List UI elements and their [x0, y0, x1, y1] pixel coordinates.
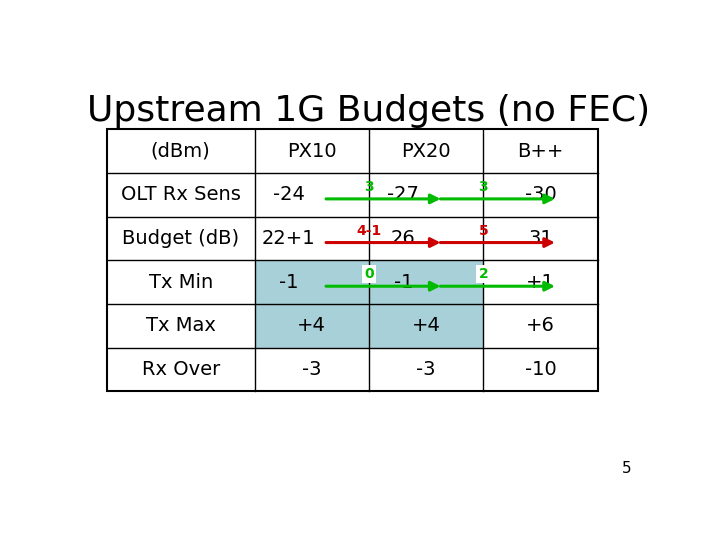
Text: -3: -3 [302, 360, 322, 379]
Text: 2: 2 [479, 267, 488, 281]
Text: -1: -1 [279, 273, 299, 292]
Bar [369, 260, 483, 304]
Text: (dBm): (dBm) [150, 141, 210, 160]
Text: Tx Max: Tx Max [145, 316, 215, 335]
Text: Upstream 1G Budgets (no FEC): Upstream 1G Budgets (no FEC) [87, 94, 651, 128]
Text: 0: 0 [364, 267, 374, 281]
Text: Rx Over: Rx Over [142, 360, 220, 379]
Text: 4-1: 4-1 [356, 224, 382, 238]
Text: 3: 3 [479, 180, 488, 194]
Bar [369, 304, 483, 348]
Bar [255, 260, 369, 304]
Text: 3: 3 [364, 180, 374, 194]
Text: 31: 31 [528, 229, 553, 248]
Text: 22+1: 22+1 [262, 229, 316, 248]
Bar [107, 129, 598, 391]
Text: -10: -10 [525, 360, 557, 379]
Text: -3: -3 [416, 360, 436, 379]
Text: PX20: PX20 [401, 141, 451, 160]
Text: +1: +1 [526, 273, 555, 292]
Text: Tx Min: Tx Min [148, 273, 213, 292]
Text: OLT Rx Sens: OLT Rx Sens [121, 185, 240, 204]
Text: 5: 5 [479, 224, 488, 238]
Text: Budget (dB): Budget (dB) [122, 229, 239, 248]
Text: -30: -30 [525, 185, 557, 204]
Text: 26: 26 [391, 229, 415, 248]
Text: -1: -1 [394, 273, 413, 292]
Text: -24: -24 [273, 185, 305, 204]
Text: PX10: PX10 [287, 141, 337, 160]
Text: 5: 5 [621, 462, 631, 476]
Bar [255, 304, 369, 348]
Text: B++: B++ [518, 141, 564, 160]
Text: -27: -27 [387, 185, 419, 204]
Text: +6: +6 [526, 316, 555, 335]
Text: +4: +4 [412, 316, 441, 335]
Text: +4: +4 [297, 316, 326, 335]
